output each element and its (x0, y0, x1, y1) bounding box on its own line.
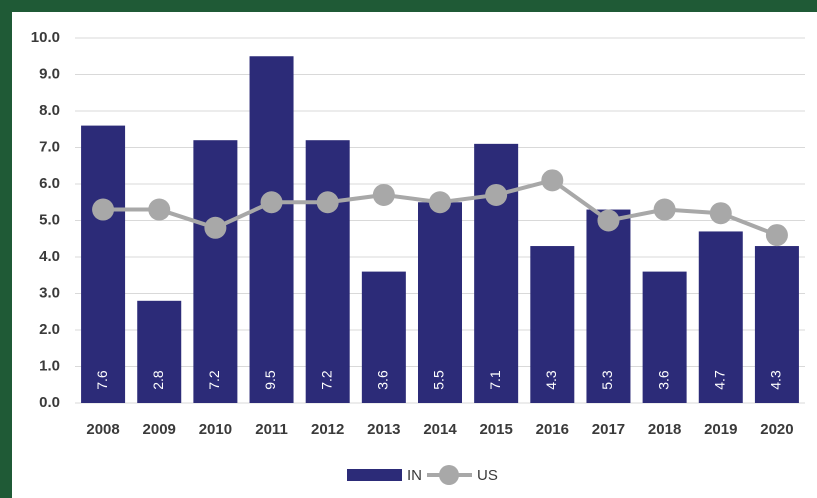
data-label: 9.5 (262, 370, 278, 390)
marker (372, 183, 395, 206)
legend-swatch (439, 465, 459, 485)
legend-swatch (347, 469, 402, 481)
x-tick-label: 2008 (86, 421, 119, 438)
data-label: 7.2 (206, 370, 222, 390)
x-tick-label: 2014 (423, 421, 457, 438)
bar (418, 202, 462, 403)
bar (530, 246, 575, 403)
x-tick-label: 2010 (199, 421, 232, 438)
bar (642, 271, 687, 403)
y-tick-label: 2.0 (39, 321, 60, 338)
y-tick-label: 9.0 (39, 65, 60, 82)
bar (586, 209, 631, 403)
x-tick-label: 2011 (255, 421, 288, 438)
marker (148, 198, 171, 221)
marker (541, 169, 564, 192)
marker (204, 216, 227, 239)
x-tick-label: 2018 (648, 421, 681, 438)
bar (754, 246, 799, 403)
bar (305, 140, 350, 403)
bar (698, 231, 743, 403)
data-label: 5.5 (431, 370, 447, 390)
data-label: 7.2 (318, 370, 334, 390)
x-tick-label: 2016 (536, 421, 569, 438)
x-tick-label: 2009 (143, 421, 176, 438)
bar (249, 56, 294, 403)
x-tick-label: 2015 (479, 421, 512, 438)
marker (709, 202, 732, 225)
marker (316, 191, 339, 214)
data-label: 4.7 (711, 370, 727, 390)
x-tick-label: 2020 (760, 421, 793, 438)
x-tick-label: 2013 (367, 421, 400, 438)
legend-label: IN (407, 467, 422, 484)
marker (429, 191, 451, 214)
bar (81, 125, 126, 403)
y-tick-label: 10.0 (31, 29, 60, 46)
y-tick-label: 5.0 (39, 211, 60, 228)
y-tick-label: 1.0 (39, 357, 60, 374)
y-tick-label: 3.0 (39, 284, 60, 301)
data-label: 4.3 (543, 370, 559, 390)
panel (12, 12, 817, 498)
y-tick-label: 8.0 (39, 102, 60, 119)
marker (92, 198, 115, 221)
x-tick-label: 2019 (704, 421, 737, 438)
data-label: 5.3 (599, 370, 615, 390)
data-label: 3.6 (655, 370, 671, 390)
data-label: 2.8 (150, 370, 166, 390)
marker (653, 198, 676, 221)
y-tick-label: 6.0 (39, 175, 60, 192)
bar (193, 140, 238, 403)
data-label: 3.6 (375, 370, 391, 390)
data-label: 4.3 (768, 370, 784, 390)
marker (765, 224, 788, 247)
marker (485, 183, 508, 206)
bar (474, 143, 519, 403)
x-tick-label: 2012 (311, 421, 344, 438)
legend-label: US (477, 467, 498, 484)
marker (597, 209, 620, 232)
x-tick-label: 2017 (592, 421, 625, 438)
data-label: 7.1 (487, 370, 503, 390)
marker (260, 191, 283, 214)
y-tick-label: 4.0 (39, 248, 60, 265)
y-tick-label: 7.0 (39, 138, 60, 155)
bar (361, 271, 406, 403)
data-label: 7.6 (94, 370, 110, 390)
y-tick-label: 0.0 (39, 394, 60, 411)
bar (137, 300, 182, 403)
